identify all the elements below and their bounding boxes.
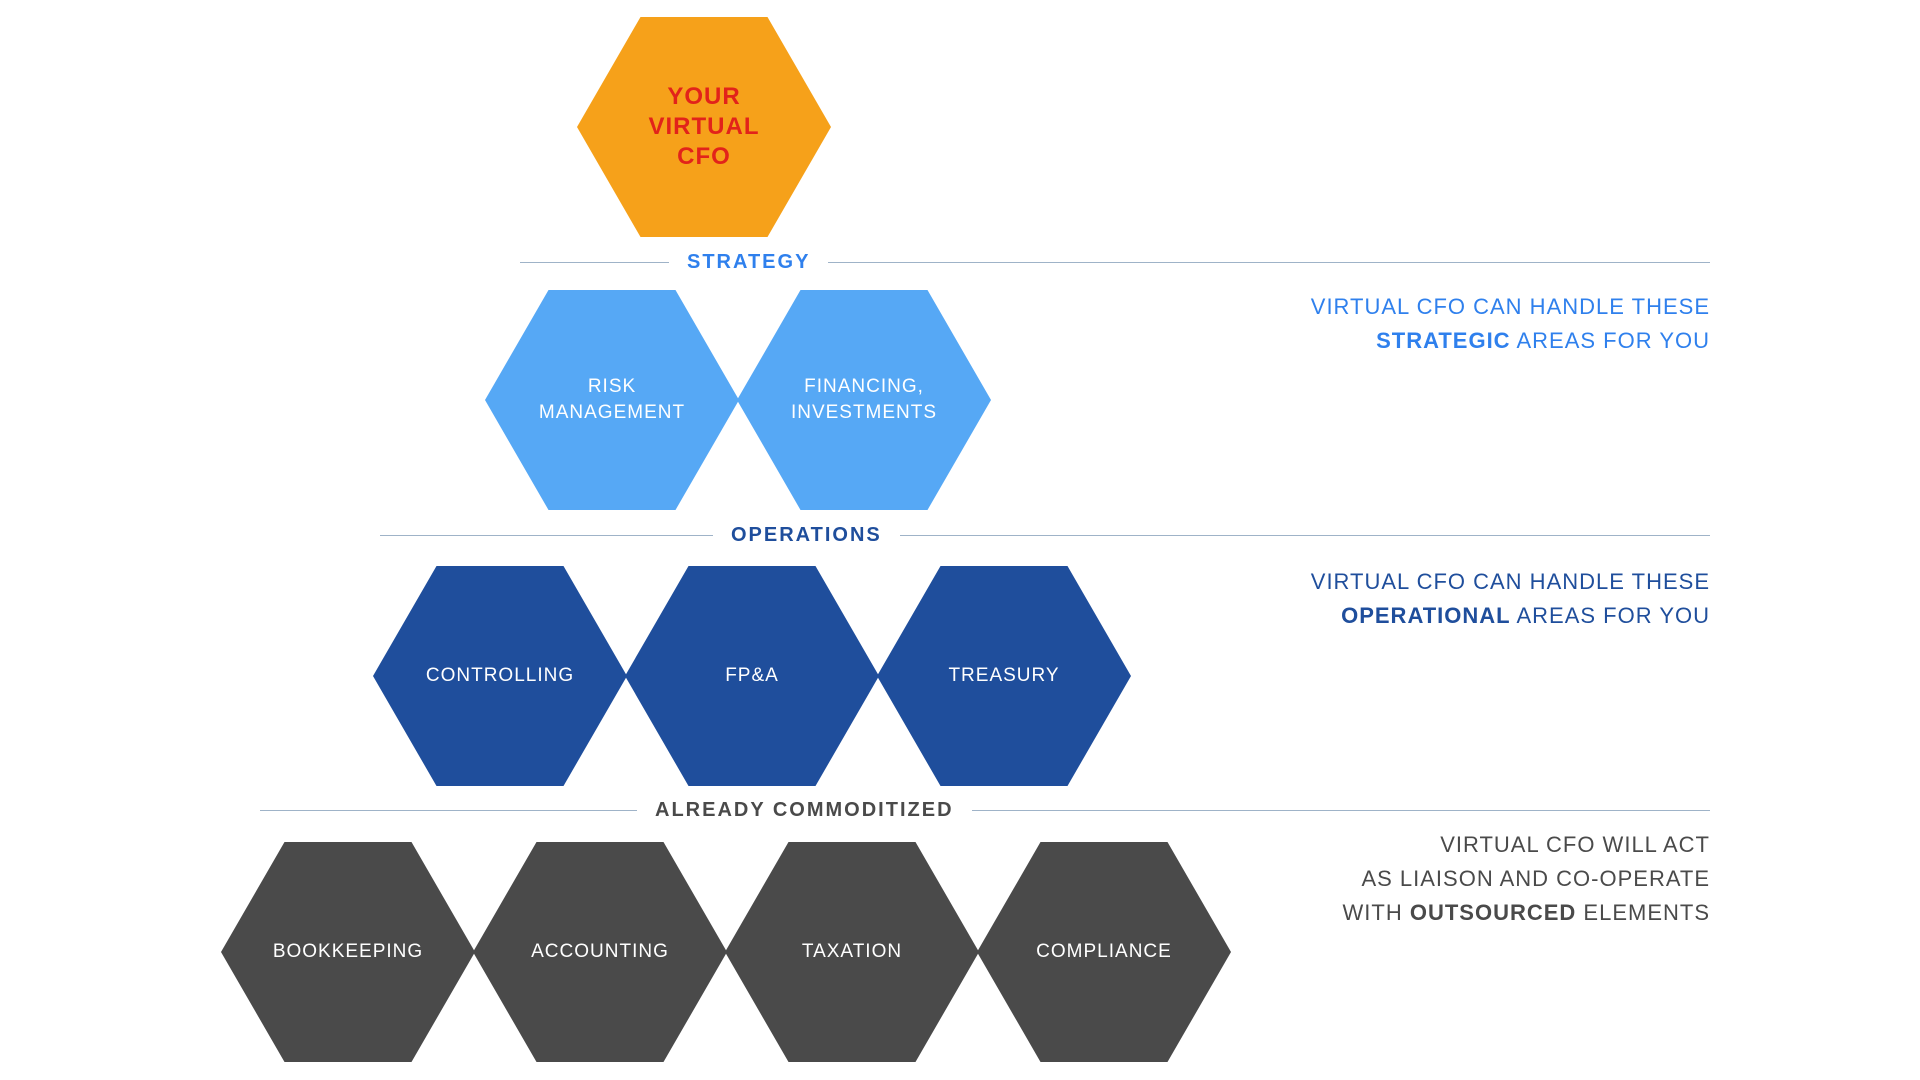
divider-strategy: STRATEGY — [520, 247, 1710, 277]
note-strategy: VIRTUAL CFO CAN HANDLE THESESTRATEGIC AR… — [1311, 290, 1710, 358]
hex-label: CONTROLLING — [416, 663, 584, 689]
diagram-stage: YOURVIRTUALCFO STRATEGY VIRTUAL CFO CAN … — [0, 0, 1920, 1080]
hex-label: COMPLIANCE — [1026, 939, 1182, 965]
divider-line — [380, 535, 713, 536]
hex-treasury: TREASURY — [877, 566, 1131, 786]
hex-label: TREASURY — [938, 663, 1069, 689]
divider-operations: OPERATIONS — [380, 520, 1710, 550]
hex-label: FP&A — [715, 663, 789, 689]
divider-commoditized: ALREADY COMMODITIZED — [260, 795, 1710, 825]
divider-label-operations: OPERATIONS — [713, 524, 900, 547]
divider-line — [520, 262, 669, 263]
hex-label: RISKMANAGEMENT — [529, 374, 695, 425]
hex-accounting: ACCOUNTING — [473, 842, 727, 1062]
hex-label: FINANCING,INVESTMENTS — [781, 374, 947, 425]
note-commoditized: VIRTUAL CFO WILL ACTAS LIAISON AND CO-OP… — [1343, 828, 1710, 930]
divider-label-commoditized: ALREADY COMMODITIZED — [637, 799, 972, 822]
divider-line — [260, 810, 637, 811]
hex-controlling: CONTROLLING — [373, 566, 627, 786]
hex-compliance: COMPLIANCE — [977, 842, 1231, 1062]
hex-label: BOOKKEEPING — [263, 939, 433, 965]
hex-risk-management: RISKMANAGEMENT — [485, 290, 739, 510]
hex-fpa: FP&A — [625, 566, 879, 786]
hex-taxation: TAXATION — [725, 842, 979, 1062]
note-operations: VIRTUAL CFO CAN HANDLE THESEOPERATIONAL … — [1311, 565, 1710, 633]
hex-financing-investments: FINANCING,INVESTMENTS — [737, 290, 991, 510]
hex-your-virtual-cfo-label: YOURVIRTUALCFO — [639, 82, 770, 172]
divider-label-strategy: STRATEGY — [669, 251, 828, 274]
divider-line — [972, 810, 1710, 811]
hex-bookkeeping: BOOKKEEPING — [221, 842, 475, 1062]
divider-line — [900, 535, 1710, 536]
hex-label: ACCOUNTING — [521, 939, 679, 965]
hex-label: TAXATION — [792, 939, 912, 965]
divider-line — [828, 262, 1710, 263]
hex-your-virtual-cfo: YOURVIRTUALCFO — [577, 17, 831, 237]
